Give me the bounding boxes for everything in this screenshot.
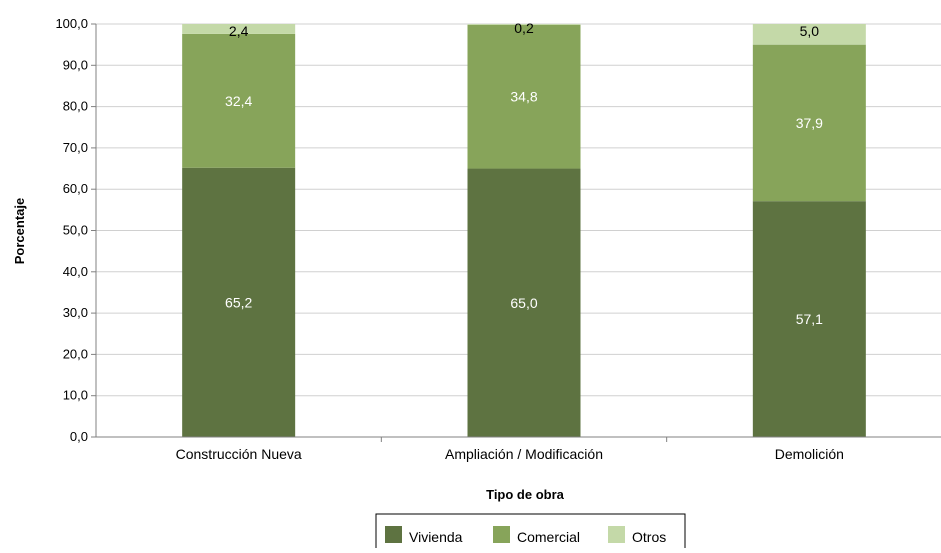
y-tick-label: 20,0 [63, 346, 88, 361]
data-label: 57,1 [796, 311, 823, 327]
bar-segment-vivienda [752, 201, 866, 437]
axes: 0,0 10,0 20,0 30,0 40,0 50,0 60,0 70,0 80,0 90,0 1… [55, 16, 941, 462]
y-tick-label: 100,0 [55, 16, 88, 31]
data-label: 65,0 [510, 295, 537, 311]
bar-segment-comercial [467, 24, 581, 169]
legend-swatch-comercial [493, 526, 510, 543]
x-axis-title: Tipo de obra [486, 487, 565, 502]
data-label: 0,2 [514, 20, 534, 36]
data-label: 5,0 [800, 23, 820, 39]
x-category-label: Ampliación / Modificación [445, 446, 603, 462]
legend-label-comercial: Comercial [517, 529, 580, 545]
legend-box [375, 513, 686, 553]
x-category-label: Construcción Nueva [176, 446, 302, 462]
y-tick-label: 10,0 [63, 388, 88, 403]
data-labels: 65,2 32,4 2,4 65,0 34,8 0,2 57,1 37,9 5,0 [225, 20, 823, 327]
bar-segment-otros [182, 24, 296, 34]
y-tick-label: 0,0 [70, 429, 88, 444]
y-tick-label: 40,0 [63, 264, 88, 279]
bar-segment-vivienda [467, 168, 581, 438]
legend-label-otros: Otros [632, 529, 666, 545]
data-label: 2,4 [229, 23, 249, 39]
y-tick-label: 30,0 [63, 305, 88, 320]
legend-label-vivienda: Vivienda [409, 529, 463, 545]
bar-segment-vivienda [182, 167, 296, 437]
y-axis-title: Porcentaje [12, 198, 27, 264]
y-tick-label: 50,0 [63, 223, 88, 238]
data-label: 37,9 [796, 115, 823, 131]
y-tick-label: 70,0 [63, 140, 88, 155]
legend-swatch-vivienda [385, 526, 402, 543]
bar-segment-comercial [752, 44, 866, 202]
y-tick-label: 90,0 [63, 57, 88, 72]
legend: Vivienda Comercial Otros [375, 513, 686, 553]
bar-segment-otros [467, 24, 581, 25]
legend-swatch-otros [608, 526, 625, 543]
bar-segment-otros [752, 24, 866, 45]
data-label: 34,8 [510, 89, 537, 105]
x-category-label: Demolición [775, 446, 844, 462]
bar-segment-comercial [182, 33, 296, 168]
y-tick-label: 60,0 [63, 181, 88, 196]
data-label: 65,2 [225, 294, 252, 310]
y-tick-label: 80,0 [63, 99, 88, 114]
bars [182, 24, 866, 438]
data-label: 32,4 [225, 93, 252, 109]
